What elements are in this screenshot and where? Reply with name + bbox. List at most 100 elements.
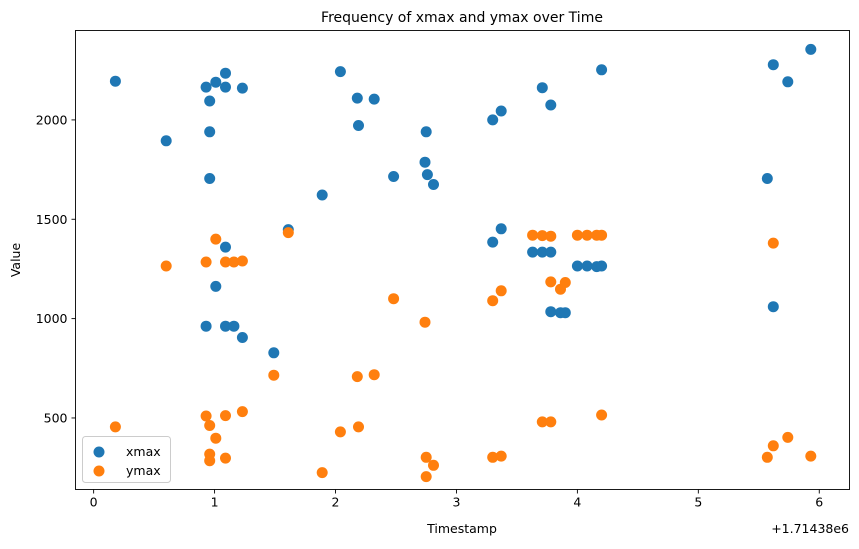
y-tick-label: 500	[44, 410, 68, 425]
point-ymax-9	[220, 256, 231, 268]
point-ymax-31	[527, 229, 539, 241]
point-xmax-4	[204, 126, 216, 138]
point-xmax-20	[351, 92, 363, 104]
point-ymax-39	[571, 229, 583, 241]
point-xmax-18	[316, 189, 328, 201]
point-ymax-10	[220, 410, 231, 422]
point-ymax-47	[782, 431, 794, 443]
legend: xmax ymax	[82, 436, 171, 483]
point-xmax-2	[200, 81, 212, 93]
point-ymax-28	[487, 451, 499, 463]
point-ymax-11	[220, 452, 231, 464]
point-ymax-36	[545, 416, 557, 428]
point-xmax-27	[428, 179, 439, 190]
point-ymax-19	[351, 371, 363, 383]
point-ymax-18	[334, 426, 346, 438]
x-axis-label: Timestamp	[426, 521, 497, 536]
point-xmax-13	[228, 320, 240, 332]
x-tick-label: 5	[694, 495, 702, 510]
point-xmax-16	[268, 347, 280, 359]
point-xmax-47	[767, 301, 779, 313]
x-tick-label: 6	[815, 495, 823, 510]
legend-marker-xmax	[93, 446, 105, 458]
x-tick-label: 4	[573, 495, 581, 510]
x-tick-label: 3	[452, 495, 460, 510]
point-ymax-40	[581, 229, 593, 241]
point-ymax-0	[109, 421, 121, 433]
x-tick-label: 2	[332, 495, 340, 510]
point-ymax-4	[204, 420, 216, 431]
point-xmax-12	[220, 320, 231, 332]
data-points	[109, 43, 817, 483]
point-ymax-16	[282, 227, 294, 239]
point-xmax-3	[204, 95, 216, 107]
point-ymax-46	[767, 440, 779, 452]
point-xmax-46	[767, 59, 779, 71]
point-xmax-41	[581, 260, 593, 272]
point-xmax-8	[210, 280, 222, 292]
point-ymax-2	[200, 256, 212, 268]
point-xmax-44	[596, 64, 608, 76]
point-xmax-40	[571, 260, 583, 272]
x-axis-offset-label: +1.71438e6	[771, 521, 849, 536]
y-tick-label: 1000	[36, 311, 68, 326]
point-xmax-1	[160, 135, 172, 147]
point-xmax-36	[545, 246, 557, 258]
point-xmax-25	[420, 126, 432, 138]
point-xmax-24	[419, 156, 431, 168]
point-xmax-7	[210, 76, 222, 88]
point-xmax-43	[596, 260, 608, 272]
point-ymax-3	[200, 410, 212, 422]
point-xmax-28	[487, 114, 499, 126]
point-ymax-33	[536, 416, 548, 428]
point-ymax-29	[495, 285, 507, 297]
point-xmax-11	[220, 241, 231, 253]
point-ymax-13	[236, 255, 248, 267]
point-ymax-38	[559, 277, 571, 288]
legend-label-xmax: xmax	[126, 444, 161, 459]
point-xmax-34	[536, 246, 548, 258]
y-axis-ticks: 500 1000 1500 2000	[36, 112, 76, 425]
point-ymax-30	[495, 450, 507, 462]
point-xmax-35	[545, 99, 557, 111]
point-ymax-20	[353, 421, 364, 433]
x-axis-ticks: 0 1 2 3 4 5 6	[90, 489, 823, 510]
chart-title: Frequency of xmax and ymax over Time	[321, 10, 603, 26]
point-ymax-34	[545, 230, 557, 242]
point-xmax-23	[388, 171, 400, 182]
point-xmax-48	[782, 76, 794, 88]
point-ymax-27	[487, 295, 499, 307]
point-xmax-26	[421, 169, 433, 181]
point-ymax-44	[761, 451, 773, 463]
point-ymax-15	[268, 369, 280, 381]
point-ymax-25	[420, 471, 432, 483]
point-xmax-9	[220, 67, 231, 79]
point-ymax-6	[204, 455, 216, 467]
x-tick-label: 0	[90, 495, 98, 510]
point-xmax-21	[353, 120, 364, 131]
point-ymax-14	[236, 406, 248, 418]
point-ymax-23	[419, 316, 431, 328]
point-ymax-1	[160, 260, 172, 272]
point-xmax-39	[559, 307, 571, 319]
point-xmax-10	[220, 81, 231, 93]
point-ymax-17	[316, 467, 328, 479]
point-xmax-0	[109, 75, 121, 87]
point-ymax-12	[228, 256, 240, 268]
point-xmax-45	[761, 173, 773, 184]
x-tick-label: 1	[211, 495, 219, 510]
point-xmax-6	[200, 320, 212, 332]
point-ymax-48	[805, 450, 817, 462]
point-ymax-24	[420, 451, 432, 463]
point-ymax-26	[428, 459, 439, 471]
point-ymax-21	[368, 369, 380, 381]
point-xmax-32	[527, 246, 539, 258]
point-ymax-35	[545, 276, 557, 288]
point-xmax-33	[536, 82, 548, 94]
point-xmax-37	[545, 306, 557, 318]
y-tick-label: 1500	[36, 212, 68, 227]
point-xmax-14	[236, 82, 248, 94]
point-xmax-49	[805, 43, 817, 55]
point-xmax-29	[487, 236, 499, 248]
